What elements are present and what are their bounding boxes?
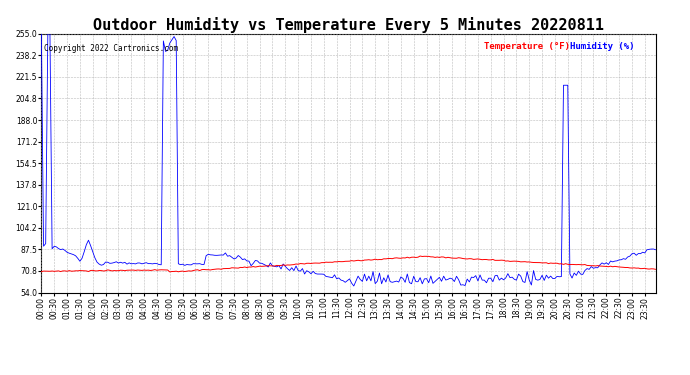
Title: Outdoor Humidity vs Temperature Every 5 Minutes 20220811: Outdoor Humidity vs Temperature Every 5 …: [93, 16, 604, 33]
Text: Humidity (%): Humidity (%): [569, 42, 634, 51]
Text: Temperature (°F): Temperature (°F): [484, 42, 569, 51]
Text: Copyright 2022 Cartronics.com: Copyright 2022 Cartronics.com: [44, 44, 179, 53]
